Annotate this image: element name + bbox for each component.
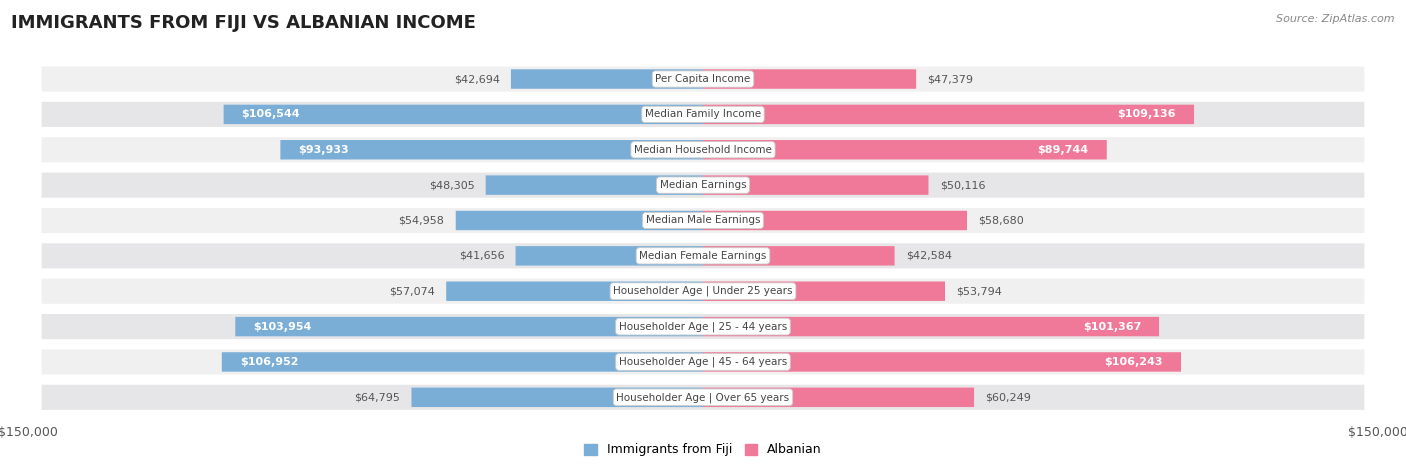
Legend: Immigrants from Fiji, Albanian: Immigrants from Fiji, Albanian <box>579 439 827 461</box>
Text: Median Family Income: Median Family Income <box>645 109 761 120</box>
FancyBboxPatch shape <box>703 352 1181 372</box>
Text: Median Female Earnings: Median Female Earnings <box>640 251 766 261</box>
FancyBboxPatch shape <box>703 317 1159 336</box>
FancyBboxPatch shape <box>42 279 1364 304</box>
FancyBboxPatch shape <box>42 137 1364 163</box>
Text: $106,243: $106,243 <box>1105 357 1163 367</box>
Text: $53,794: $53,794 <box>956 286 1002 296</box>
Text: Median Earnings: Median Earnings <box>659 180 747 190</box>
FancyBboxPatch shape <box>42 102 1364 127</box>
FancyBboxPatch shape <box>280 140 703 160</box>
FancyBboxPatch shape <box>703 176 928 195</box>
Text: $64,795: $64,795 <box>354 392 401 402</box>
FancyBboxPatch shape <box>412 388 703 407</box>
FancyBboxPatch shape <box>446 282 703 301</box>
Text: $60,249: $60,249 <box>986 392 1031 402</box>
Text: $93,933: $93,933 <box>298 145 349 155</box>
FancyBboxPatch shape <box>42 66 1364 92</box>
FancyBboxPatch shape <box>485 176 703 195</box>
FancyBboxPatch shape <box>510 69 703 89</box>
FancyBboxPatch shape <box>703 69 917 89</box>
Text: IMMIGRANTS FROM FIJI VS ALBANIAN INCOME: IMMIGRANTS FROM FIJI VS ALBANIAN INCOME <box>11 14 477 32</box>
FancyBboxPatch shape <box>42 243 1364 269</box>
Text: $54,958: $54,958 <box>399 215 444 226</box>
FancyBboxPatch shape <box>703 282 945 301</box>
Text: Householder Age | 25 - 44 years: Householder Age | 25 - 44 years <box>619 321 787 332</box>
Text: $42,694: $42,694 <box>454 74 499 84</box>
Text: Householder Age | 45 - 64 years: Householder Age | 45 - 64 years <box>619 357 787 367</box>
FancyBboxPatch shape <box>42 349 1364 375</box>
Text: $41,656: $41,656 <box>458 251 505 261</box>
FancyBboxPatch shape <box>703 140 1107 160</box>
Text: Per Capita Income: Per Capita Income <box>655 74 751 84</box>
FancyBboxPatch shape <box>42 173 1364 198</box>
Text: $109,136: $109,136 <box>1118 109 1175 120</box>
Text: Median Household Income: Median Household Income <box>634 145 772 155</box>
FancyBboxPatch shape <box>703 105 1194 124</box>
FancyBboxPatch shape <box>703 246 894 266</box>
FancyBboxPatch shape <box>703 388 974 407</box>
Text: $106,952: $106,952 <box>240 357 298 367</box>
Text: $42,584: $42,584 <box>905 251 952 261</box>
Text: Median Male Earnings: Median Male Earnings <box>645 215 761 226</box>
Text: $48,305: $48,305 <box>429 180 474 190</box>
Text: $57,074: $57,074 <box>389 286 434 296</box>
Text: Householder Age | Under 25 years: Householder Age | Under 25 years <box>613 286 793 297</box>
FancyBboxPatch shape <box>42 208 1364 233</box>
FancyBboxPatch shape <box>224 105 703 124</box>
FancyBboxPatch shape <box>42 385 1364 410</box>
Text: $58,680: $58,680 <box>979 215 1024 226</box>
FancyBboxPatch shape <box>456 211 703 230</box>
Text: $50,116: $50,116 <box>939 180 986 190</box>
FancyBboxPatch shape <box>42 314 1364 339</box>
Text: $106,544: $106,544 <box>242 109 301 120</box>
FancyBboxPatch shape <box>222 352 703 372</box>
Text: $103,954: $103,954 <box>253 322 312 332</box>
Text: $47,379: $47,379 <box>928 74 973 84</box>
FancyBboxPatch shape <box>516 246 703 266</box>
FancyBboxPatch shape <box>703 211 967 230</box>
Text: $89,744: $89,744 <box>1038 145 1088 155</box>
Text: Source: ZipAtlas.com: Source: ZipAtlas.com <box>1277 14 1395 24</box>
FancyBboxPatch shape <box>235 317 703 336</box>
Text: Householder Age | Over 65 years: Householder Age | Over 65 years <box>616 392 790 403</box>
Text: $101,367: $101,367 <box>1083 322 1142 332</box>
